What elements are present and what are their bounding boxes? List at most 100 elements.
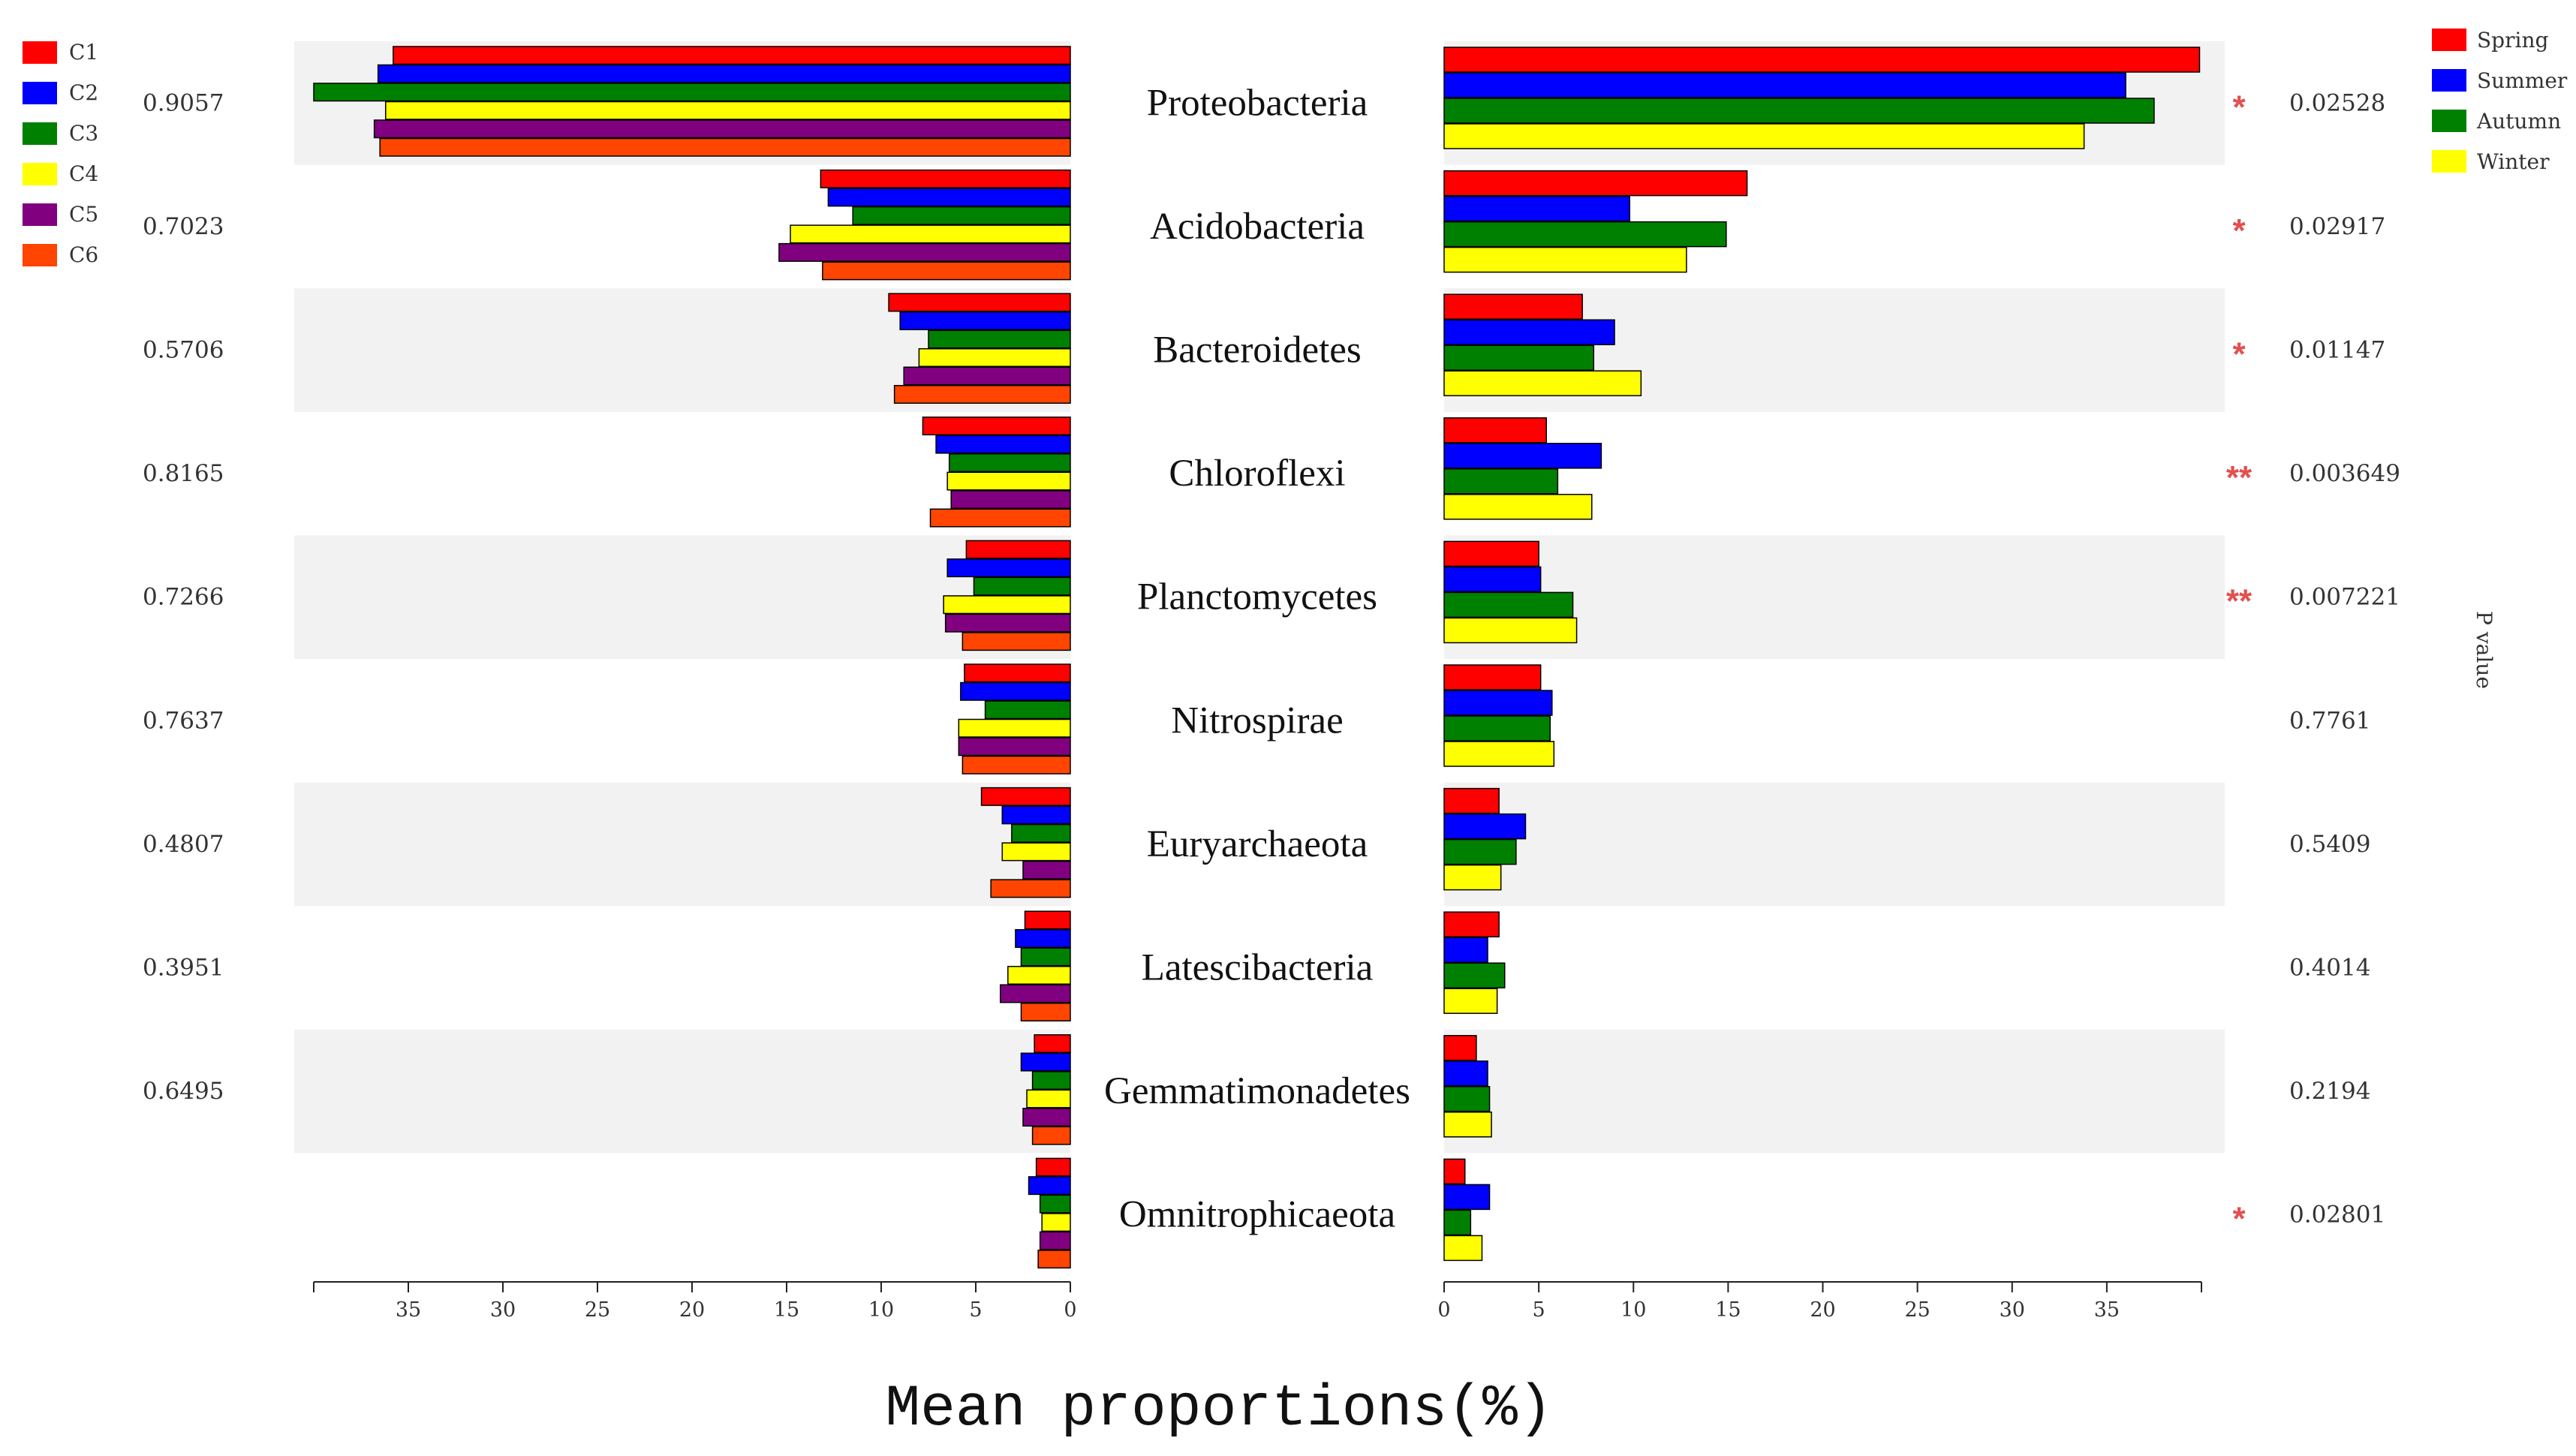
legend-swatch-c4 [23,163,57,185]
significance-marker: * [2232,212,2246,249]
bar-left-c6 [893,384,1071,404]
bar-left-c5 [903,366,1071,386]
legend-swatch-summer [2432,69,2466,92]
bar-right-autumn [1443,468,1559,495]
right-tick-label: 0 [1437,1298,1450,1322]
bar-right-summer [1443,319,1615,345]
bar-left-c1 [1035,1157,1071,1177]
bar-left-c3 [1020,947,1071,967]
bar-left-c5 [1000,984,1071,1003]
category-label: Latescibacteria [1142,947,1374,989]
legend-right: Spring Summer Autumn Winter [2432,28,2568,174]
significance-marker: * [2232,89,2246,125]
significance-marker: * [2232,336,2246,373]
bar-right-winter [1443,1112,1492,1138]
category-label: Nitrospirae [1171,699,1343,742]
legend-label-c1: C1 [69,40,98,65]
bar-left-c2 [946,558,1071,578]
bar-right-summer [1443,1060,1488,1087]
category-label: Planctomycetes [1137,576,1377,618]
bar-left-c2 [960,681,1071,701]
bar-right-summer [1443,566,1542,593]
legend-swatch-c3 [23,122,57,145]
category-label: Acidobacteria [1150,206,1365,248]
left-p-value: 0.4807 [143,831,224,858]
category-label: Omnitrophicaeota [1119,1194,1395,1236]
axes: 35 30 25 20 15 10 5 0 0 5 10 15 20 25 30 35 [313,1281,2202,1322]
bar-right-autumn [1443,344,1595,371]
legend-label-c3: C3 [69,121,98,146]
right-p-value: 0.003649 [2289,460,2400,487]
bar-left-c1 [980,787,1071,806]
legend-label-c4: C4 [69,161,98,186]
left-tick-label: 5 [969,1298,982,1322]
bar-left-c1 [1034,1034,1071,1054]
bar-right-winter [1443,864,1502,891]
bar-right-autumn [1443,98,2155,124]
bar-left-c4 [385,101,1071,120]
bar-left-c5 [778,242,1071,262]
bar-left-c4 [1007,965,1071,985]
left-p-value: 0.3951 [143,955,224,982]
bar-left-c2 [1001,805,1071,825]
bar-right-winter [1443,1235,1483,1262]
legend-left: C1 C2 C3 C4 C5 C6 [23,40,98,267]
bar-right-spring [1443,787,1500,814]
category-label: Proteobacteria [1147,82,1368,124]
legend-label-c6: C6 [69,242,98,267]
right-p-value: 0.01147 [2289,337,2385,364]
right-p-value: 0.4014 [2289,955,2370,982]
bar-left-c3 [1039,1194,1071,1214]
bar-left-c6 [1037,1250,1071,1269]
left-p-value: 0.8165 [143,460,224,487]
bar-left-c2 [377,64,1071,83]
bar-right-spring [1443,417,1547,444]
bar-left-c1 [964,663,1071,683]
right-p-value: 0.7761 [2289,707,2370,734]
category-label: Euryarchaeota [1147,823,1368,865]
bar-left-c4 [1026,1089,1071,1109]
left-tick-label: 35 [396,1298,421,1322]
bar-right-autumn [1443,838,1517,865]
category-label: Gemmatimonadetes [1104,1070,1410,1112]
bar-right-spring [1443,540,1539,567]
bar-left-c3 [1031,1071,1071,1090]
bar-left-c6 [929,508,1071,528]
left-p-value: 0.5706 [143,337,224,364]
bar-left-c2 [1028,1176,1071,1196]
right-p-value: 0.007221 [2289,584,2400,611]
bar-right-winter [1443,494,1593,520]
legend-swatch-autumn [2432,110,2466,132]
category-label: Bacteroidetes [1153,329,1362,372]
bar-right-autumn [1443,715,1551,742]
bar-left-c3 [948,453,1071,473]
left-tick-label: 0 [1064,1298,1076,1322]
left-tick-label: 20 [679,1298,705,1322]
bar-left-c4 [1001,842,1071,862]
bar-left-c6 [961,755,1071,775]
bar-left-c6 [1020,1002,1071,1021]
bar-left-c5 [1022,1108,1071,1127]
legend-swatch-winter [2432,150,2466,173]
bar-left-c1 [820,169,1071,188]
bar-right-summer [1443,72,2126,98]
row-band-left [294,1029,1070,1154]
bar-left-c4 [943,595,1071,615]
bar-left-c5 [373,119,1071,139]
left-p-value: 0.7023 [143,213,224,240]
bar-left-c3 [928,329,1071,349]
bar-left-c6 [822,261,1071,281]
bar-right-spring [1443,1035,1477,1061]
legend-swatch-c1 [23,41,57,64]
bar-left-c4 [1041,1213,1071,1232]
right-tick-label: 25 [1904,1298,1930,1322]
right-p-value: 0.02801 [2289,1202,2385,1229]
bar-right-spring [1443,911,1500,937]
right-p-value: 0.2194 [2289,1078,2370,1105]
right-tick-label: 5 [1533,1298,1545,1322]
legend-swatch-c6 [23,244,57,266]
bar-layer [313,46,2201,1269]
bar-right-summer [1443,195,1630,222]
bar-left-c2 [899,311,1071,330]
